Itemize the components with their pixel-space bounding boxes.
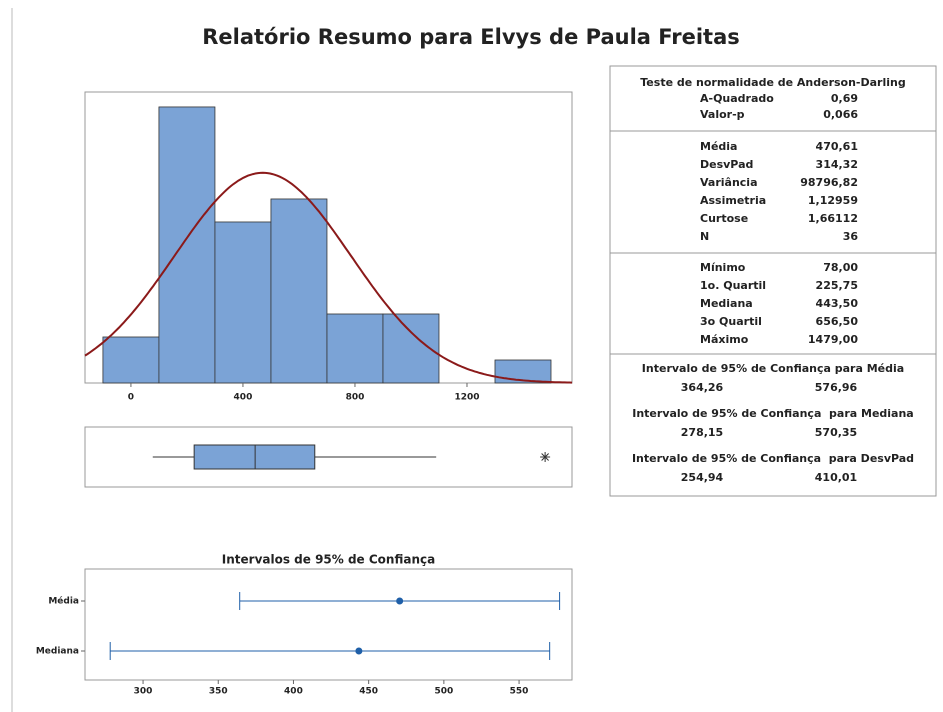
x-tick-label: 450: [359, 687, 378, 697]
stat-value: 656,50: [816, 315, 859, 328]
stat-value: 98796,82: [800, 176, 858, 189]
interval-title: Intervalos de 95% de Confiança: [222, 553, 435, 567]
x-tick-label: 550: [510, 687, 529, 697]
interval-low: 254,94: [681, 471, 724, 484]
histogram-bar: [158, 106, 216, 384]
stat-label: DesvPad: [700, 158, 753, 171]
x-tick-label: 400: [284, 687, 303, 697]
histogram-bar: [270, 198, 328, 384]
stat-label: N: [700, 230, 709, 243]
stat-value: 0,066: [823, 108, 858, 121]
stat-label: Curtose: [700, 212, 748, 225]
outlier: [540, 452, 551, 462]
stat-value: 470,61: [816, 140, 858, 153]
stat-label: Mediana: [700, 297, 753, 310]
interval-header: Intervalo de 95% de Confiança para Media…: [632, 407, 913, 420]
y-tick-label: Média: [48, 596, 79, 607]
stat-value: 1,12959: [808, 194, 858, 207]
histogram-bar: [102, 336, 160, 384]
x-tick-label: 350: [209, 687, 228, 697]
normal-curve: [84, 171, 573, 384]
stat-label: Mínimo: [700, 261, 746, 274]
stat-label: Valor-p: [700, 108, 745, 121]
interval-high: 576,96: [815, 381, 858, 394]
x-tick-label: 500: [434, 687, 453, 697]
interval-high: 410,01: [815, 471, 857, 484]
histogram-bar: [494, 359, 552, 384]
stat-label: 1o. Quartil: [700, 279, 766, 292]
stat-value: 0,69: [831, 92, 858, 105]
histogram-bar: [326, 313, 384, 384]
stat-value: 78,00: [823, 261, 858, 274]
stat-value: 36: [843, 230, 859, 243]
interval-high: 570,35: [815, 426, 857, 439]
report-title: Relatório Resumo para Elvys de Paula Fre…: [202, 25, 740, 49]
interval-point: [355, 647, 363, 655]
stat-label: 3o Quartil: [700, 315, 762, 328]
summary-table: [609, 65, 937, 497]
histogram-bar: [214, 221, 272, 384]
stat-label: Máximo: [700, 333, 749, 346]
y-tick-label: Mediana: [36, 647, 79, 657]
interval-point: [396, 597, 404, 605]
stat-value: 314,32: [816, 158, 858, 171]
interval-low: 278,15: [681, 426, 723, 439]
stat-value: 443,50: [816, 297, 859, 310]
box: [193, 444, 316, 470]
stat-label: A-Quadrado: [700, 92, 774, 105]
x-tick-label: 1200: [454, 393, 479, 403]
x-tick-label: 300: [134, 687, 153, 697]
stat-value: 1,66112: [808, 212, 858, 225]
interval-low: 364,26: [681, 381, 724, 394]
stat-label: Assimetria: [700, 194, 766, 207]
stat-value: 225,75: [816, 279, 858, 292]
x-tick-label: 0: [128, 393, 134, 403]
stat-label: Variância: [700, 176, 758, 189]
x-tick-label: 400: [234, 393, 253, 403]
stat-value: 1479,00: [808, 333, 858, 346]
interval-frame: [84, 568, 573, 681]
table-header: Teste de normalidade de Anderson-Darling: [640, 76, 905, 89]
interval-header: Intervalo de 95% de Confiança para DesvP…: [632, 452, 914, 465]
interval-header: Intervalo de 95% de Confiança para Média: [642, 362, 904, 375]
boxplot-frame: [84, 426, 573, 488]
stat-label: Média: [700, 140, 737, 153]
x-tick-label: 800: [346, 393, 365, 403]
